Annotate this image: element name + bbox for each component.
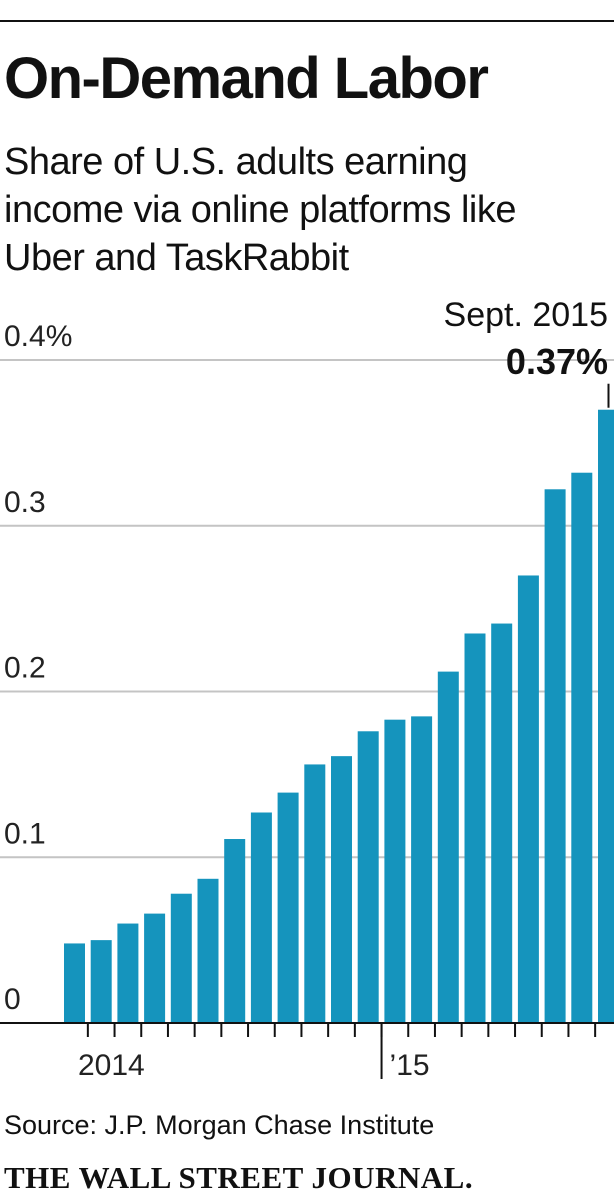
subtitle-line: Uber and TaskRabbit (4, 237, 349, 279)
y-tick-label: 0 (4, 983, 21, 1016)
y-tick-label: 0.2 (4, 652, 46, 685)
bar (277, 792, 299, 1023)
subtitle-line: income via online platforms like (4, 189, 517, 231)
y-tick-label: 0.4% (4, 320, 72, 353)
bar (437, 671, 459, 1023)
bar (598, 409, 614, 1024)
bar (64, 943, 85, 1023)
chart-subtitle: Share of U.S. adults earning income via … (4, 138, 604, 282)
annotation-value: 0.37% (506, 341, 608, 382)
y-tick-label: 0.1 (4, 817, 46, 850)
bar (544, 489, 566, 1023)
bar (117, 923, 139, 1023)
bar (250, 812, 272, 1023)
bar (90, 940, 112, 1023)
bar (384, 719, 406, 1023)
chart-title: On-Demand Labor (4, 46, 489, 111)
publisher-logo: THE WALL STREET JOURNAL. (4, 1160, 474, 1195)
bar (331, 756, 352, 1023)
bar (411, 716, 433, 1023)
annotation-date: Sept. 2015 (444, 296, 608, 334)
source-note: Source: J.P. Morgan Chase Institute (4, 1110, 435, 1140)
bar (197, 878, 219, 1023)
x-tick-label: ’15 (390, 1049, 430, 1082)
bar (464, 633, 486, 1023)
bar (304, 764, 326, 1023)
y-tick-label: 0.3 (4, 486, 46, 519)
x-tick-label: 2014 (78, 1049, 145, 1082)
bar-chart: 0 0.1 0.2 0.3 0.4% 2014 ’15 Sept. 2015 0.37% (0, 296, 614, 1082)
subtitle-line: Share of U.S. adults earning (4, 141, 468, 183)
bar (224, 839, 246, 1023)
bar (144, 913, 166, 1023)
top-rule (0, 20, 614, 22)
bar (491, 623, 513, 1023)
bar (517, 575, 539, 1023)
bar (357, 731, 379, 1023)
bar (571, 472, 593, 1023)
bar (170, 893, 192, 1023)
